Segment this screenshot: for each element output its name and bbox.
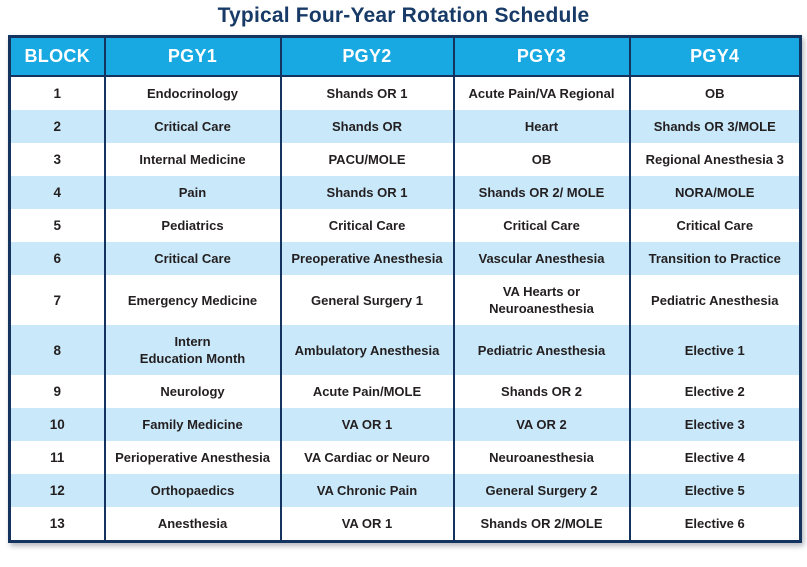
rotation-cell: Ambulatory Anesthesia xyxy=(279,325,455,375)
block-number-cell: 7 xyxy=(8,275,106,325)
block-number-cell: 2 xyxy=(8,110,106,143)
rotation-cell: Regional Anesthesia 3 xyxy=(628,143,802,176)
rotation-cell: VA OR 2 xyxy=(452,408,631,441)
block-number-cell: 1 xyxy=(8,76,106,110)
block-number-cell: 10 xyxy=(8,408,106,441)
rotation-cell: Shands OR 1 xyxy=(279,176,455,209)
rotation-cell: NORA/MOLE xyxy=(628,176,802,209)
rotation-cell: Neuroanesthesia xyxy=(452,441,631,474)
rotation-cell: Shands OR 2/ MOLE xyxy=(452,176,631,209)
rotation-cell: Elective 4 xyxy=(628,441,802,474)
block-number-cell: 8 xyxy=(8,325,106,375)
table-row: 9 Neurology Acute Pain/MOLE Shands OR 2 Elec… xyxy=(8,375,802,408)
rotation-cell: Pediatric Anesthesia xyxy=(452,325,631,375)
rotation-cell: Emergency Medicine xyxy=(103,275,282,325)
block-number-cell: 11 xyxy=(8,441,106,474)
rotation-cell: Critical Care xyxy=(628,209,802,242)
table-row: 5 Pediatrics Critical Care Critical Care Cri… xyxy=(8,209,802,242)
rotation-cell: Pediatric Anesthesia xyxy=(628,275,802,325)
rotation-cell: Perioperative Anesthesia xyxy=(103,441,282,474)
rotation-cell: VA Chronic Pain xyxy=(279,474,455,507)
rotation-cell: OB xyxy=(628,76,802,110)
block-number-cell: 5 xyxy=(8,209,106,242)
block-number-cell: 4 xyxy=(8,176,106,209)
block-number-cell: 13 xyxy=(8,507,106,542)
table-row: 1 Endocrinology Shands OR 1 Acute Pain/VA R… xyxy=(8,76,802,110)
rotation-cell: Heart xyxy=(452,110,631,143)
rotation-cell: Family Medicine xyxy=(103,408,282,441)
rotation-cell: General Surgery 1 xyxy=(279,275,455,325)
block-number-cell: 12 xyxy=(8,474,106,507)
rotation-cell: Critical Care xyxy=(452,209,631,242)
rotation-cell: Pain xyxy=(103,176,282,209)
rotation-cell: Acute Pain/VA Regional xyxy=(452,76,631,110)
rotation-cell: Vascular Anesthesia xyxy=(452,242,631,275)
rotation-cell: Critical Care xyxy=(103,242,282,275)
rotation-cell: Elective 5 xyxy=(628,474,802,507)
table-row: 2 Critical Care Shands OR Heart Shands OR 3/… xyxy=(8,110,802,143)
header-row: BLOCK PGY1 PGY2 PGY3 PGY4 xyxy=(8,35,802,77)
rotation-cell: VA Cardiac or Neuro xyxy=(279,441,455,474)
block-number-cell: 6 xyxy=(8,242,106,275)
rotation-cell: Endocrinology xyxy=(103,76,282,110)
rotation-cell: Elective 3 xyxy=(628,408,802,441)
rotation-cell: Shands OR 2 xyxy=(452,375,631,408)
rotation-cell: Critical Care xyxy=(103,110,282,143)
rotation-cell: VA Hearts or Neuroanesthesia xyxy=(452,275,631,325)
table-row: 10 Family Medicine VA OR 1 VA OR 2 Elective … xyxy=(8,408,802,441)
table-row: 11 Perioperative Anesthesia VA Cardiac or … xyxy=(8,441,802,474)
block-number-cell: 9 xyxy=(8,375,106,408)
rotation-cell: Preoperative Anesthesia xyxy=(279,242,455,275)
table-row: 6 Critical Care Preoperative Anesthesia Vas… xyxy=(8,242,802,275)
rotation-cell: VA OR 1 xyxy=(279,507,455,542)
rotation-cell: PACU/MOLE xyxy=(279,143,455,176)
table-row: 3 Internal Medicine PACU/MOLE OB Regional An… xyxy=(8,143,802,176)
table-row: 8 Intern Education Month Ambulatory Anesth… xyxy=(8,325,802,375)
column-header-pgy1: PGY1 xyxy=(103,35,282,77)
rotation-cell: Elective 2 xyxy=(628,375,802,408)
table-row: 13 Anesthesia VA OR 1 Shands OR 2/MOLE Elect… xyxy=(8,507,802,542)
table-row: 4 Pain Shands OR 1 Shands OR 2/ MOLE NORA/MO… xyxy=(8,176,802,209)
rotation-cell: Elective 6 xyxy=(628,507,802,542)
rotation-cell: Internal Medicine xyxy=(103,143,282,176)
page-title: Typical Four-Year Rotation Schedule xyxy=(217,4,590,27)
rotation-cell: Neurology xyxy=(103,375,282,408)
rotation-cell: Critical Care xyxy=(279,209,455,242)
rotation-cell: Acute Pain/MOLE xyxy=(279,375,455,408)
column-header-pgy4: PGY4 xyxy=(628,35,802,77)
rotation-cell: Pediatrics xyxy=(103,209,282,242)
rotation-cell: General Surgery 2 xyxy=(452,474,631,507)
table-header: BLOCK PGY1 PGY2 PGY3 PGY4 xyxy=(8,35,802,77)
rotation-cell: Shands OR xyxy=(279,110,455,143)
table-row: 12 Orthopaedics VA Chronic Pain General Sur… xyxy=(8,474,802,507)
table-row: 7 Emergency Medicine General Surgery 1 VA H… xyxy=(8,275,802,325)
rotation-schedule-table: BLOCK PGY1 PGY2 PGY3 PGY4 1 Endocrinology… xyxy=(8,35,802,543)
rotation-cell: Transition to Practice xyxy=(628,242,802,275)
rotation-cell: Shands OR 1 xyxy=(279,76,455,110)
rotation-cell: Elective 1 xyxy=(628,325,802,375)
rotation-cell: Intern Education Month xyxy=(103,325,282,375)
rotation-cell: OB xyxy=(452,143,631,176)
block-number-cell: 3 xyxy=(8,143,106,176)
column-header-pgy3: PGY3 xyxy=(452,35,631,77)
rotation-cell: Anesthesia xyxy=(103,507,282,542)
rotation-cell: Orthopaedics xyxy=(103,474,282,507)
rotation-cell: Shands OR 3/MOLE xyxy=(628,110,802,143)
rotation-cell: Shands OR 2/MOLE xyxy=(452,507,631,542)
rotation-cell: VA OR 1 xyxy=(279,408,455,441)
column-header-pgy2: PGY2 xyxy=(279,35,455,77)
column-header-block: BLOCK xyxy=(8,35,106,77)
table-body: 1 Endocrinology Shands OR 1 Acute Pain/VA R… xyxy=(8,76,802,542)
